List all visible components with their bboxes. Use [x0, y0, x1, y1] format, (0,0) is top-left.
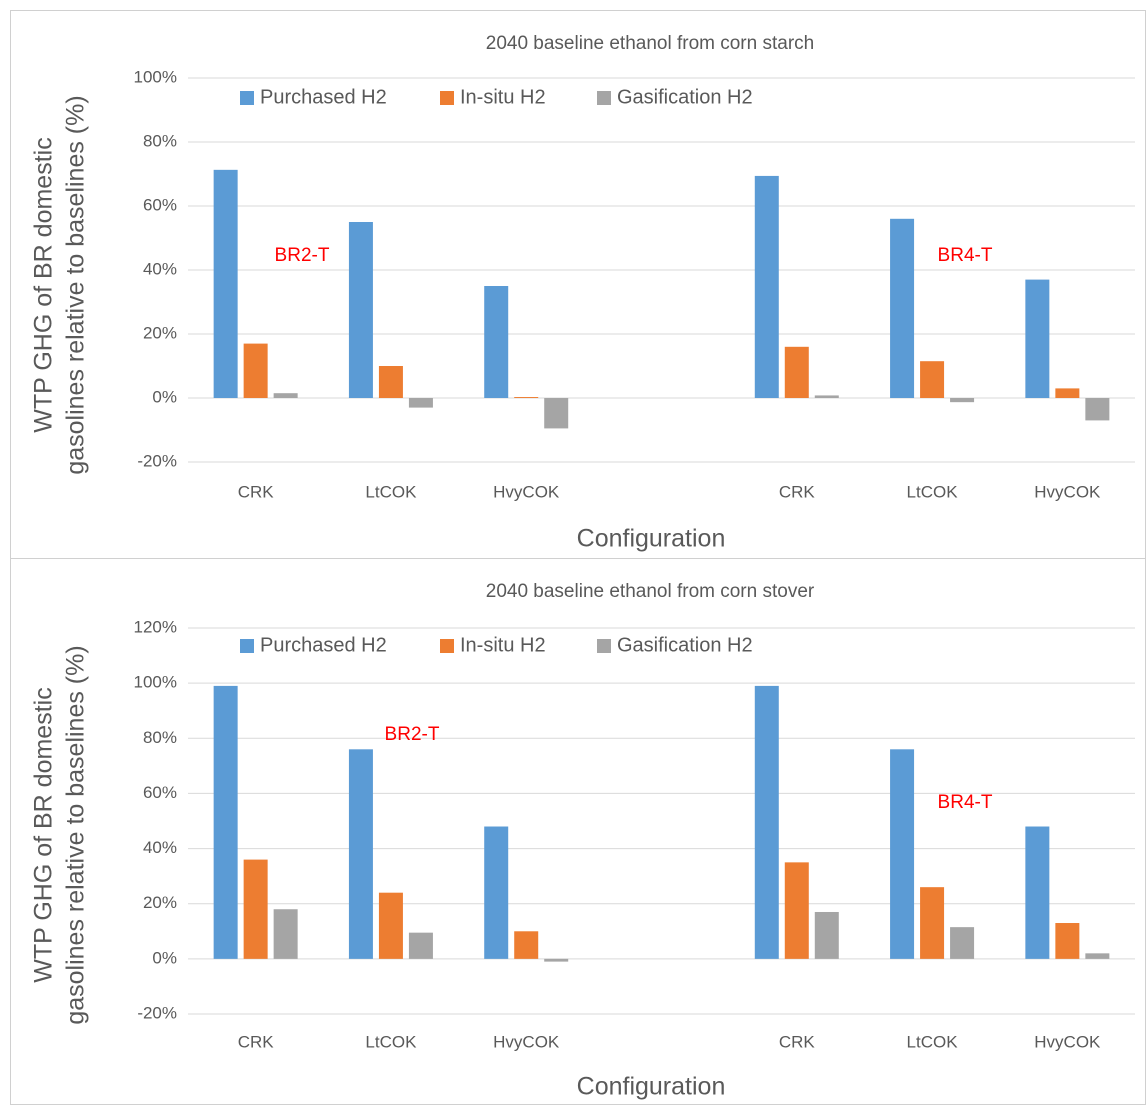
- bar: [814, 911, 839, 959]
- bar: [544, 398, 569, 429]
- chart-title: 2040 baseline ethanol from corn starch: [486, 33, 814, 54]
- x-tick-label: LtCOK: [365, 482, 417, 501]
- bar: [950, 398, 975, 403]
- bar: [814, 395, 839, 398]
- bar: [348, 749, 373, 959]
- legend-swatch: [597, 91, 611, 105]
- x-tick-label: LtCOK: [907, 1032, 959, 1051]
- x-tick-label: CRK: [779, 482, 816, 501]
- annotation: BR2-T: [275, 245, 330, 266]
- bar: [213, 685, 238, 959]
- bar: [920, 361, 945, 398]
- y-tick-label: 20%: [143, 893, 177, 912]
- legend-swatch: [440, 91, 454, 105]
- bar: [1025, 279, 1050, 398]
- x-tick-label: HvyCOK: [493, 1032, 560, 1051]
- y-axis-label: WTP GHG of BR domestic: [30, 687, 58, 982]
- bar: [784, 862, 809, 959]
- y-tick-label: 100%: [134, 67, 177, 86]
- x-tick-label: CRK: [779, 1032, 816, 1051]
- y-tick-label: -20%: [137, 451, 177, 470]
- bar: [1025, 826, 1050, 959]
- y-axis-label: gasolines relative to baselines (%): [62, 645, 90, 1024]
- bar: [514, 397, 539, 398]
- bar: [784, 346, 809, 398]
- bar: [1085, 398, 1110, 421]
- x-tick-label: LtCOK: [907, 482, 959, 501]
- bar: [243, 859, 268, 959]
- x-tick-label: CRK: [238, 1032, 275, 1051]
- legend-label: Gasification H2: [617, 86, 753, 108]
- bar: [484, 286, 509, 398]
- legend-swatch: [240, 91, 254, 105]
- bar: [514, 931, 539, 959]
- bar: [890, 749, 915, 959]
- y-tick-label: 100%: [134, 673, 177, 692]
- y-axis-label: gasolines relative to baselines (%): [62, 95, 90, 474]
- bar: [243, 343, 268, 398]
- y-tick-label: 120%: [134, 617, 177, 636]
- x-axis-label: Configuration: [577, 1073, 726, 1101]
- y-axis-label: WTP GHG of BR domestic: [30, 137, 58, 432]
- legend-label: Gasification H2: [617, 634, 753, 656]
- x-tick-label: HvyCOK: [1034, 482, 1101, 501]
- x-tick-label: HvyCOK: [493, 482, 560, 501]
- legend-label: Purchased H2: [260, 86, 387, 108]
- bar: [920, 887, 945, 959]
- legend-label: In-situ H2: [460, 86, 546, 108]
- panel-border: [10, 10, 1146, 559]
- bar: [484, 826, 509, 959]
- x-axis-label: Configuration: [577, 525, 726, 553]
- panel-border: [10, 558, 1146, 1105]
- bar: [213, 169, 238, 398]
- bar: [1055, 923, 1080, 959]
- bar: [273, 909, 298, 959]
- y-tick-label: 80%: [143, 728, 177, 747]
- bar: [890, 218, 915, 398]
- x-tick-label: LtCOK: [365, 1032, 417, 1051]
- annotation: BR4-T: [938, 245, 993, 266]
- bar: [754, 685, 779, 959]
- bar: [378, 366, 403, 398]
- bar: [408, 932, 433, 959]
- legend-swatch: [597, 639, 611, 653]
- y-tick-label: 40%: [143, 259, 177, 278]
- legend-swatch: [240, 639, 254, 653]
- bar: [378, 892, 403, 959]
- y-tick-label: 0%: [152, 387, 177, 406]
- bar: [273, 393, 298, 398]
- legend-label: In-situ H2: [460, 634, 546, 656]
- bar: [348, 222, 373, 398]
- y-tick-label: 40%: [143, 838, 177, 857]
- legend-label: Purchased H2: [260, 634, 387, 656]
- legend-swatch: [440, 639, 454, 653]
- bar: [544, 958, 569, 962]
- x-tick-label: CRK: [238, 482, 275, 501]
- bar: [754, 175, 779, 398]
- annotation: BR4-T: [938, 792, 993, 813]
- y-tick-label: 60%: [143, 783, 177, 802]
- x-tick-label: HvyCOK: [1034, 1032, 1101, 1051]
- y-tick-label: -20%: [137, 1003, 177, 1022]
- bar: [408, 398, 433, 408]
- y-tick-label: 0%: [152, 948, 177, 967]
- bar: [950, 927, 975, 959]
- y-tick-label: 20%: [143, 323, 177, 342]
- y-tick-label: 60%: [143, 195, 177, 214]
- bar: [1085, 953, 1110, 959]
- chart-title: 2040 baseline ethanol from corn stover: [486, 581, 815, 602]
- bar: [1055, 388, 1080, 398]
- y-tick-label: 80%: [143, 131, 177, 150]
- annotation: BR2-T: [385, 724, 440, 745]
